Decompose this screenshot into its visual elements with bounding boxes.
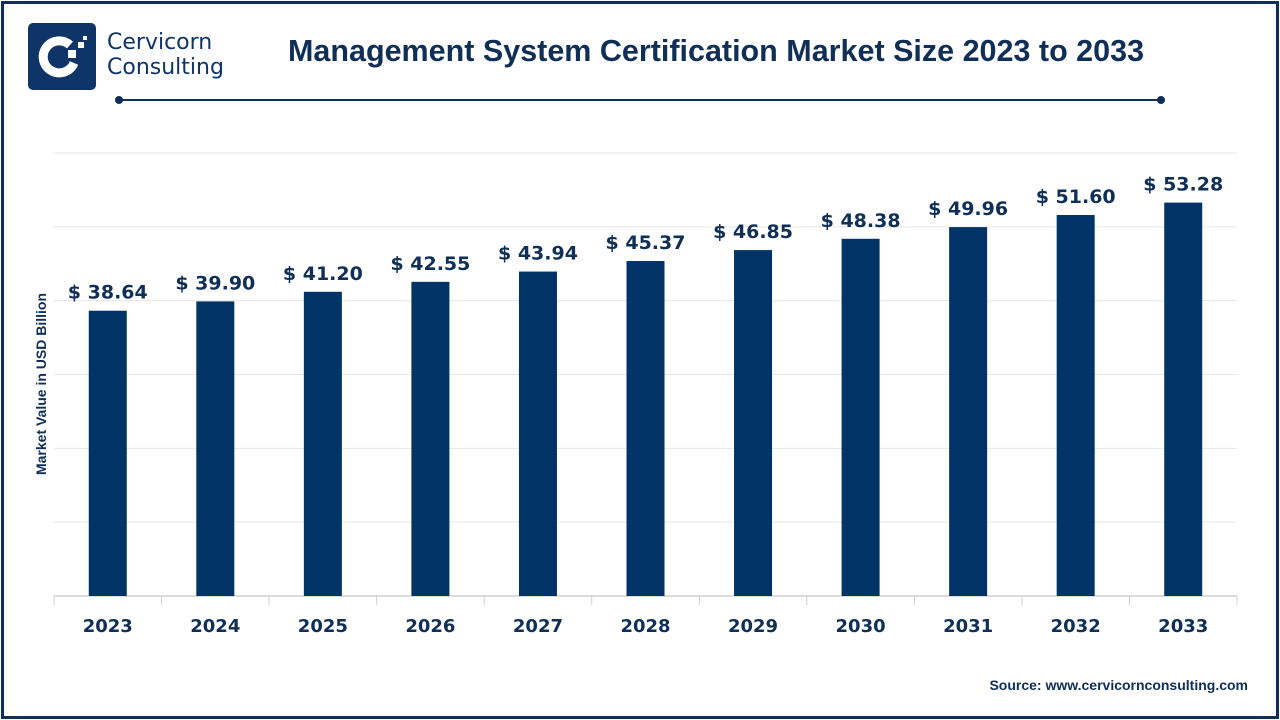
data-label: $ 53.28 [1143, 174, 1223, 196]
bar-2026 [411, 281, 450, 596]
data-label: $ 45.37 [606, 232, 686, 254]
data-label: $ 38.64 [68, 282, 148, 304]
data-label: $ 43.94 [498, 243, 578, 265]
underline-dot-right [1157, 96, 1165, 104]
data-label: $ 41.20 [283, 263, 363, 285]
bar-2032 [1056, 215, 1095, 596]
bar-2023 [88, 310, 127, 596]
bar-2029 [734, 250, 773, 597]
x-tick-label: 2032 [1051, 616, 1101, 637]
title-underline [119, 99, 1161, 101]
x-tick-label: 2031 [943, 616, 993, 637]
brand-name: Cervicorn Consulting [107, 30, 224, 80]
underline-dot-left [115, 96, 123, 104]
data-label: $ 39.90 [175, 272, 255, 294]
x-tick-label: 2028 [620, 616, 670, 637]
x-tick-label: 2023 [83, 616, 133, 637]
x-tick-label: 2030 [836, 616, 886, 637]
bar-2024 [196, 301, 235, 596]
cervicorn-logo-icon [28, 23, 96, 90]
data-label: $ 46.85 [713, 221, 793, 243]
chart-title: Management System Certification Market S… [288, 34, 1145, 68]
data-label: $ 49.96 [928, 198, 1008, 220]
brand-line-1: Cervicorn [107, 30, 213, 55]
x-tick-label: 2033 [1158, 616, 1208, 637]
bar-2030 [841, 238, 880, 597]
x-tick-label: 2027 [513, 616, 563, 637]
x-tick-label: 2024 [190, 616, 240, 637]
brand-line-2: Consulting [107, 55, 224, 80]
bar-2033 [1164, 202, 1203, 596]
bar-2025 [303, 291, 342, 596]
bar-2027 [518, 271, 557, 596]
x-tick-label: 2025 [298, 616, 348, 637]
x-tick-label: 2026 [405, 616, 455, 637]
data-label: $ 48.38 [821, 210, 901, 232]
data-label: $ 51.60 [1036, 186, 1116, 208]
x-tick-label: 2029 [728, 616, 778, 637]
data-label: $ 42.55 [390, 253, 470, 275]
bar-2031 [949, 227, 988, 596]
source-text: Source: www.cervicornconsulting.com [989, 677, 1248, 693]
bar-2028 [626, 261, 665, 596]
